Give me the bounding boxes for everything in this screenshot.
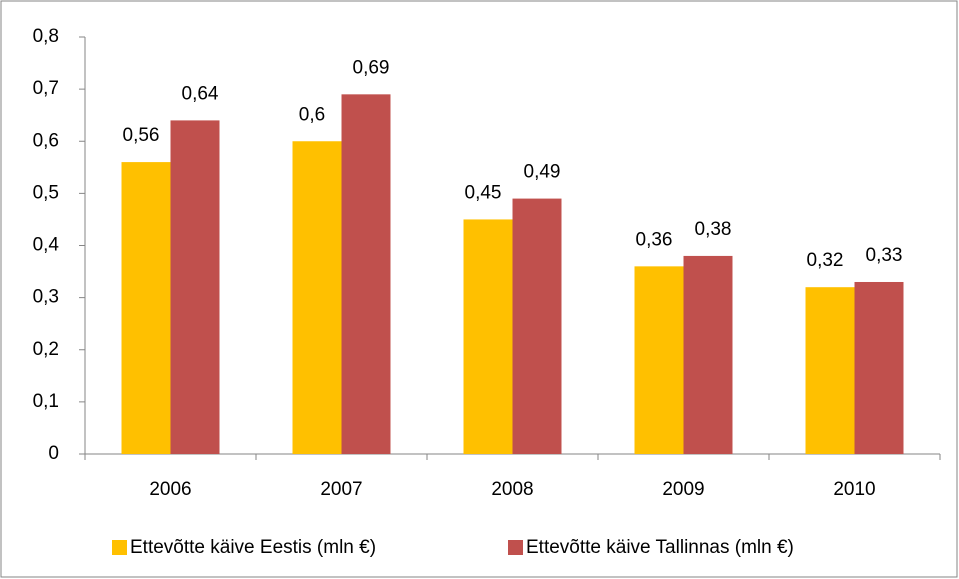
- y-tick-label: 0,2: [33, 339, 59, 360]
- value-label: 0,36: [636, 229, 673, 250]
- y-tick-label: 0,8: [33, 26, 59, 47]
- y-tick-label: 0: [48, 443, 59, 464]
- y-tick-label: 0,6: [33, 130, 59, 151]
- value-label: 0,49: [524, 162, 561, 183]
- value-label: 0,69: [353, 57, 390, 78]
- x-tick-label: 2007: [320, 479, 362, 500]
- y-tick-label: 0,7: [33, 78, 59, 99]
- bar: [683, 255, 733, 454]
- y-tick-label: 0,4: [33, 235, 60, 256]
- bar: [805, 287, 855, 454]
- y-tick-label: 0,5: [33, 182, 59, 203]
- bar: [854, 281, 904, 454]
- value-label: 0,32: [807, 250, 844, 271]
- legend-label: Ettevõtte käive Eestis (mln €): [130, 537, 376, 558]
- x-tick-label: 2010: [833, 479, 875, 500]
- value-label: 0,38: [695, 219, 732, 240]
- x-tick-label: 2006: [149, 479, 191, 500]
- bar: [341, 94, 391, 455]
- x-tick-label: 2008: [491, 479, 533, 500]
- bar: [170, 120, 220, 455]
- x-tick-label: 2009: [662, 479, 704, 500]
- legend-swatch: [112, 540, 127, 555]
- bar: [512, 198, 562, 454]
- y-tick-label: 0,3: [33, 287, 59, 308]
- value-label: 0,33: [866, 245, 903, 266]
- value-label: 0,6: [299, 104, 325, 125]
- legend-swatch: [508, 540, 523, 555]
- y-tick-label: 0,1: [33, 391, 59, 412]
- bar: [292, 141, 342, 454]
- value-label: 0,64: [182, 83, 219, 104]
- value-label: 0,45: [465, 182, 502, 203]
- bar: [634, 266, 684, 454]
- value-label: 0,56: [123, 125, 160, 146]
- bar: [463, 219, 513, 454]
- bar: [121, 162, 171, 454]
- legend-label: Ettevõtte käive Tallinnas (mln €): [526, 537, 794, 558]
